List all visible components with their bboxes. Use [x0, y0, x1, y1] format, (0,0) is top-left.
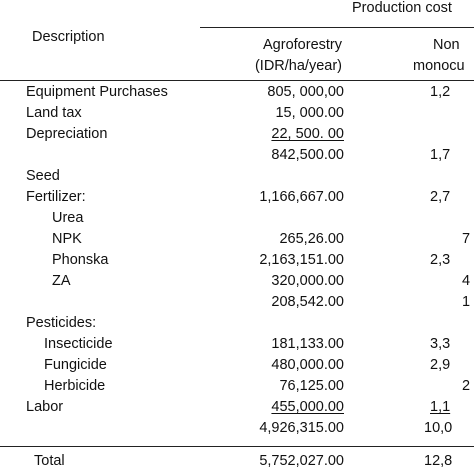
row-agro-subtotal-3: 4,926,315.00: [259, 420, 344, 436]
row-mono-subtotal-2: 1: [462, 294, 471, 310]
header-agroforestry: Agroforestry: [263, 37, 342, 53]
row-label-fertilizer: Fertilizer:: [26, 189, 86, 205]
row-agro-subtotal-1: 842,500.00: [271, 147, 344, 163]
row-label-herbicide: Herbicide: [44, 378, 106, 394]
row-agro-phonska: 2,163,151.00: [259, 252, 344, 268]
total-top-rule: [0, 446, 474, 447]
row-label-depreciation: Depreciation: [26, 126, 108, 142]
row-mono-insecticide: 3,3: [430, 336, 451, 352]
header-group-rule: [200, 27, 474, 28]
row-mono-subtotal-1: 1,7: [430, 147, 451, 163]
row-mono-labor: 1,1: [430, 399, 451, 415]
row-agro-fungicide: 480,000.00: [271, 357, 344, 373]
row-agro-za: 320,000.00: [271, 273, 344, 289]
row-label-urea: Urea: [52, 210, 84, 226]
row-label-seed: Seed: [26, 168, 60, 184]
row-agro-subtotal-2: 208,542.00: [271, 294, 344, 310]
row-label-npk: NPK: [52, 231, 82, 247]
row-label-land-tax: Land tax: [26, 105, 82, 121]
row-agro-fertilizer: 1,166,667.00: [259, 189, 344, 205]
row-label-phonska: Phonska: [52, 252, 109, 268]
row-label-equipment: Equipment Purchases: [26, 84, 168, 100]
row-agro-depreciation: 22, 500. 00: [271, 126, 344, 142]
row-agro-equipment: 805, 000,00: [267, 84, 344, 100]
row-label-pesticides: Pesticides:: [26, 315, 97, 331]
row-mono-fertilizer: 2,7: [430, 189, 451, 205]
row-mono-herbicide: 2: [462, 378, 471, 394]
row-mono-za: 4: [462, 273, 471, 289]
row-agro-herbicide: 76,125.00: [279, 378, 344, 394]
row-mono-npk: 7: [462, 231, 471, 247]
header-agroforestry-unit: (IDR/ha/year): [254, 58, 342, 74]
row-mono-fungicide: 2,9: [430, 357, 451, 373]
row-mono-total: 12,8: [424, 453, 453, 469]
header-monoculture-2: monocu: [413, 58, 465, 74]
row-label-za: ZA: [52, 273, 71, 289]
row-agro-land-tax: 15, 000.00: [275, 105, 344, 121]
row-mono-phonska: 2,3: [430, 252, 451, 268]
row-label-total: Total: [34, 453, 65, 469]
row-agro-insecticide: 181,133.00: [271, 336, 344, 352]
header-bottom-rule: [0, 80, 474, 81]
header-description: Description: [32, 29, 105, 45]
header-monoculture-1: Non: [433, 37, 460, 53]
row-label-fungicide: Fungicide: [44, 357, 107, 373]
row-agro-labor: 455,000.00: [271, 399, 344, 415]
row-mono-subtotal-3: 10,0: [424, 420, 453, 436]
row-label-insecticide: Insecticide: [44, 336, 113, 352]
row-mono-equipment: 1,2: [430, 84, 451, 100]
row-agro-npk: 265,26.00: [279, 231, 344, 247]
row-label-labor: Labor: [26, 399, 64, 415]
header-production-cost: Production cost: [352, 0, 452, 16]
row-agro-total: 5,752,027.00: [259, 453, 344, 469]
